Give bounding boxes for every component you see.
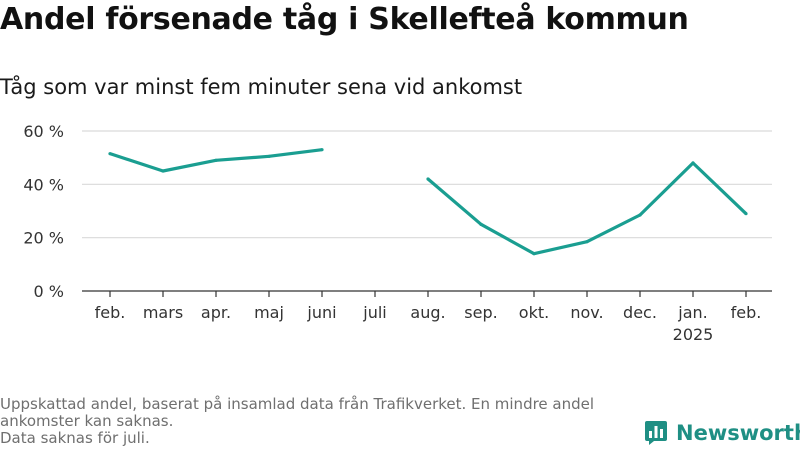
y-tick-label: 60 % <box>23 122 64 141</box>
x-tick-label: okt. <box>519 303 549 322</box>
x-tick-label: aug. <box>410 303 445 322</box>
x-tick-label: dec. <box>623 303 657 322</box>
x-tick-label: feb. <box>731 303 762 322</box>
data-point <box>585 240 589 244</box>
data-point <box>638 213 642 217</box>
x-tick-label: juni <box>306 303 336 322</box>
brand-name: Newsworthy <box>676 421 800 445</box>
data-point <box>161 169 165 173</box>
newsworthy-bar-chart-icon <box>645 421 667 445</box>
data-point <box>267 154 271 158</box>
footer-note-missing-data: Data saknas för juli. <box>0 429 150 447</box>
data-point <box>532 252 536 256</box>
x-tick-label: sep. <box>464 303 497 322</box>
x-tick-label: juli <box>362 303 386 322</box>
data-point <box>744 212 748 216</box>
line-chart: 0 % 20 % 40 % 60 % feb. mars apr. maj juni juli au… <box>23 122 772 344</box>
x-tick-label: nov. <box>570 303 603 322</box>
data-point <box>691 161 695 165</box>
y-tick-label: 20 % <box>23 229 64 248</box>
chart-subtitle: Tåg som var minst fem minuter sena vid a… <box>0 75 523 99</box>
chart-footer: Uppskattad andel, baserat på insamlad da… <box>0 396 630 447</box>
data-point <box>320 148 324 152</box>
brand-logo: Newsworthy <box>644 420 800 446</box>
x-tick-label: feb. <box>95 303 126 322</box>
x-tick-label: maj <box>254 303 284 322</box>
data-point <box>479 222 483 226</box>
y-tick-label: 40 % <box>23 175 64 194</box>
series-line-segment <box>426 161 748 256</box>
data-point <box>214 158 218 162</box>
x-tick-label: apr. <box>201 303 231 322</box>
y-tick-label: 0 % <box>34 282 64 301</box>
x-year-label: 2025 <box>673 325 714 344</box>
data-point <box>108 152 112 156</box>
footer-note-estimate: Uppskattad andel, baserat på insamlad da… <box>0 395 595 430</box>
chart-title: Andel försenade tåg i Skellefteå kommun <box>0 2 689 37</box>
x-tick-label: jan. <box>677 303 707 322</box>
x-tick-label: mars <box>143 303 183 322</box>
data-point <box>426 177 430 181</box>
